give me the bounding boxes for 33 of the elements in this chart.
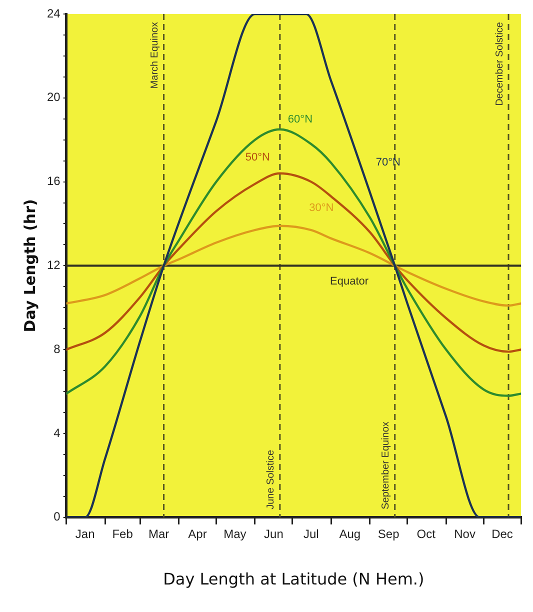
series-label: 60°N [288,113,313,126]
x-tick-label: Jul [303,526,319,541]
y-tick-label: 24 [46,6,61,20]
y-tick-label: 16 [46,174,61,188]
x-tick-label: Jun [264,526,284,541]
y-tick-label: 8 [54,342,61,356]
x-tick-label: Jan [75,526,95,541]
y-tick-label: 12 [46,258,61,272]
x-tick-label: Feb [112,526,134,541]
y-tick-label: 0 [54,510,61,524]
x-tick-label: Apr [188,526,207,541]
x-tick-label: Mar [148,526,170,541]
line-series [66,172,521,353]
line-series [66,128,521,397]
x-tick-label: Nov [454,526,476,541]
y-axis-title: Day Length (hr) [20,199,39,332]
ref-line-label: June Solstice [266,449,277,510]
y-tick-label: 4 [54,426,61,440]
series-label: 30°N [309,202,334,214]
x-axis-title: Day Length at Latitude (N Hem.) [163,570,424,589]
series-label: 50°N [245,151,270,164]
ref-line-label: September Equinox [380,422,392,510]
ref-line-label: December Solstice [494,22,506,106]
x-tick-label: Sep [378,526,400,541]
ref-line-label: March Equinox [150,22,161,89]
series-label: 70°N [376,156,400,168]
x-tick-label: Dec [492,526,513,541]
x-tick-label: Oct [416,526,436,541]
x-tick-label: May [224,526,246,541]
y-tick-label: 20 [46,90,61,104]
line-series [66,224,521,307]
series-label: Equator [330,276,369,288]
x-tick-label: Aug [339,526,361,541]
